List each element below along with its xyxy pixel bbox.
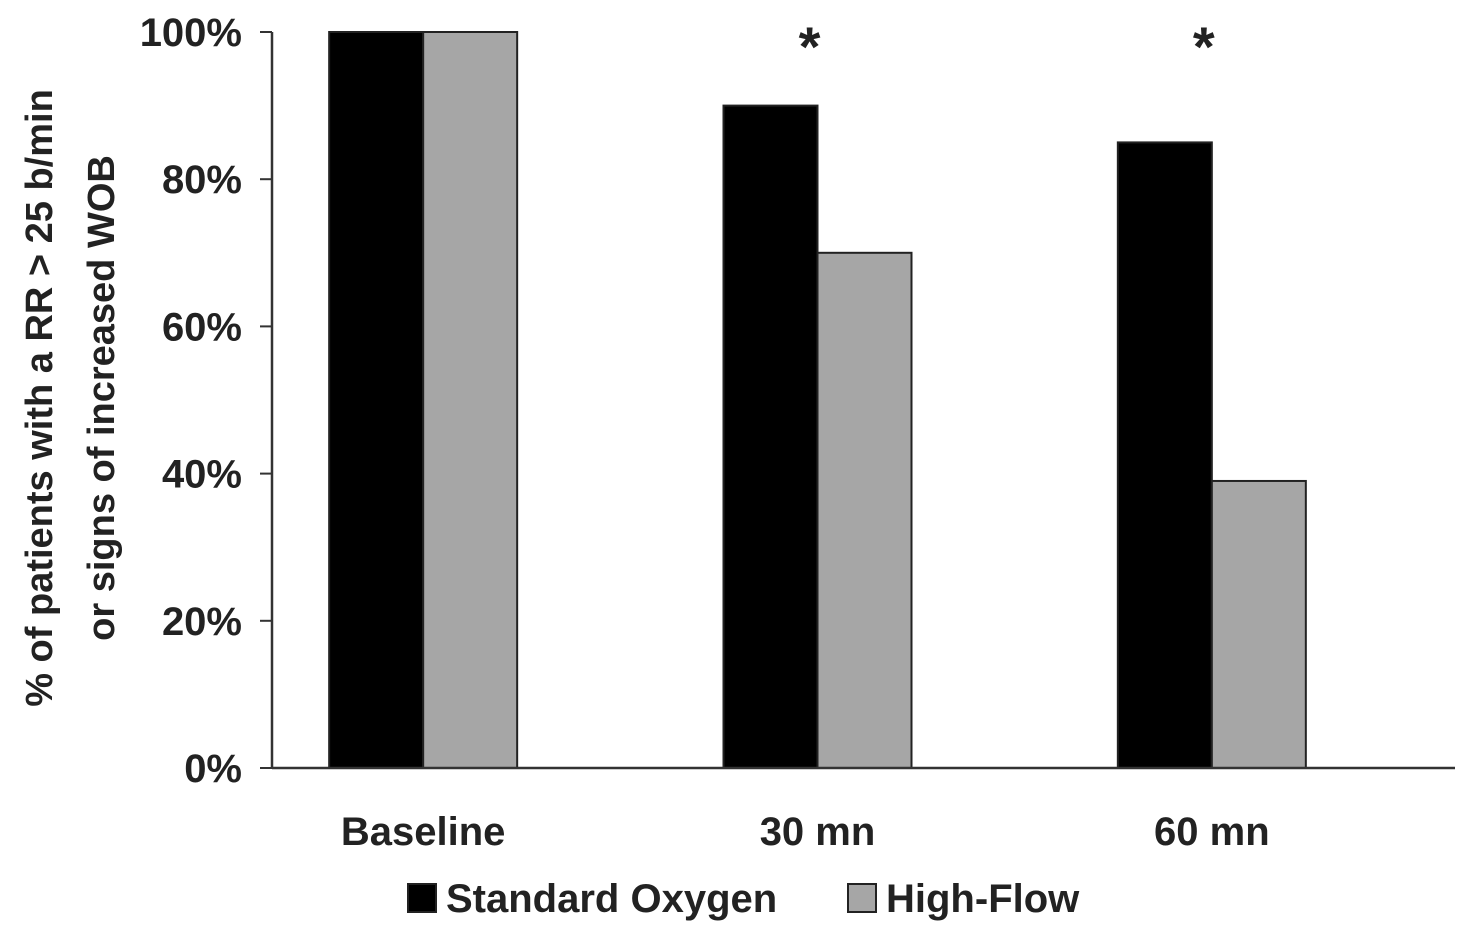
legend-label: Standard Oxygen <box>446 877 777 921</box>
axes <box>270 32 1455 770</box>
legend: Standard Oxygen High-Flow <box>407 877 1080 921</box>
y-axis-label: % of patients with a RR > 25 b/min or si… <box>19 89 123 707</box>
x-tick-label: 60 mn <box>1154 810 1270 854</box>
significance-asterisk: * <box>799 15 821 78</box>
x-tick-label: Baseline <box>341 810 506 854</box>
y-axis-ticks: 0% 20% 40% 60% 80% 100% <box>140 11 272 791</box>
y-axis-label-line-2: or signs of increased WOB <box>81 155 123 641</box>
bar-high-flow <box>422 31 519 769</box>
annotations: * * <box>799 15 1215 78</box>
y-tick-label: 40% <box>162 453 242 497</box>
bar-high-flow <box>1210 479 1307 769</box>
legend-swatch-standard-oxygen <box>407 883 437 913</box>
legend-label: High-Flow <box>886 877 1080 921</box>
y-tick-label: 20% <box>162 600 242 644</box>
y-axis-label-line-1: % of patients with a RR > 25 b/min <box>19 89 61 707</box>
bar-standard-oxygen <box>722 104 819 770</box>
y-tick-label: 0% <box>184 747 242 791</box>
y-tick-label: 80% <box>162 158 242 202</box>
legend-swatch-high-flow <box>847 883 877 913</box>
bar-standard-oxygen <box>328 31 425 769</box>
y-tick-label: 60% <box>162 305 242 349</box>
x-axis-labels: Baseline 30 mn 60 mn <box>341 810 1270 854</box>
x-tick-label: 30 mn <box>760 810 876 854</box>
significance-asterisk: * <box>1193 15 1215 78</box>
y-tick-label: 100% <box>140 11 242 55</box>
bars <box>328 31 1307 770</box>
bar-high-flow <box>816 251 913 770</box>
bar-standard-oxygen <box>1116 141 1213 769</box>
